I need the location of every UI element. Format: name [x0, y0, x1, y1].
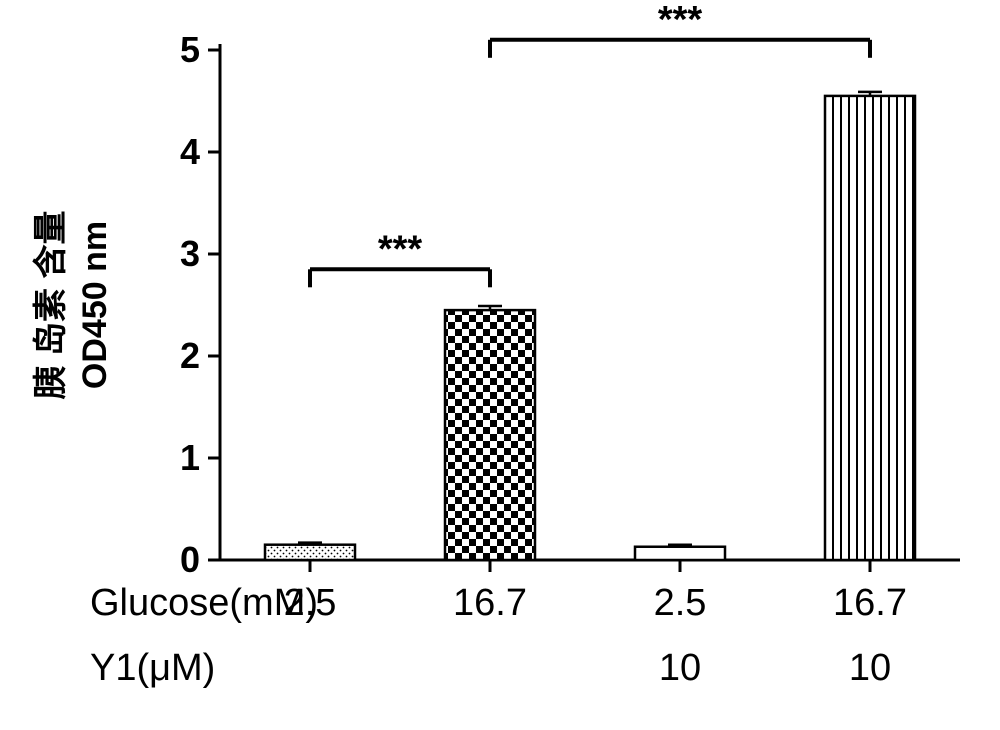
x-table-cell: 2.5	[654, 582, 707, 624]
x-table-cell: 16.7	[833, 582, 907, 624]
significance-label: ***	[378, 228, 423, 270]
y-axis-label-2: OD450 nm	[76, 221, 114, 389]
x-table-cell: 10	[849, 647, 891, 689]
y-tick-label: 2	[180, 335, 200, 376]
significance-label: ***	[658, 0, 703, 41]
x-table-cell: 10	[659, 647, 701, 689]
y-tick-label: 0	[180, 539, 200, 580]
x-table-header: Y1(μM)	[90, 647, 215, 689]
y-tick-label: 5	[180, 29, 200, 70]
chart-container: 012345胰 岛素 含量OD450 nm******Glucose(mM)2.…	[0, 0, 1000, 730]
y-tick-label: 4	[180, 131, 200, 172]
y-tick-label: 1	[180, 437, 200, 478]
bar	[635, 547, 725, 560]
y-tick-label: 3	[180, 233, 200, 274]
x-table-cell: 2.5	[284, 582, 337, 624]
y-axis-label-1: 胰 岛素 含量	[32, 211, 70, 400]
x-table-cell: 16.7	[453, 582, 527, 624]
bar	[445, 310, 535, 560]
bar	[265, 545, 355, 560]
bar	[825, 96, 915, 560]
bar-chart: 012345胰 岛素 含量OD450 nm******Glucose(mM)2.…	[0, 0, 1000, 730]
